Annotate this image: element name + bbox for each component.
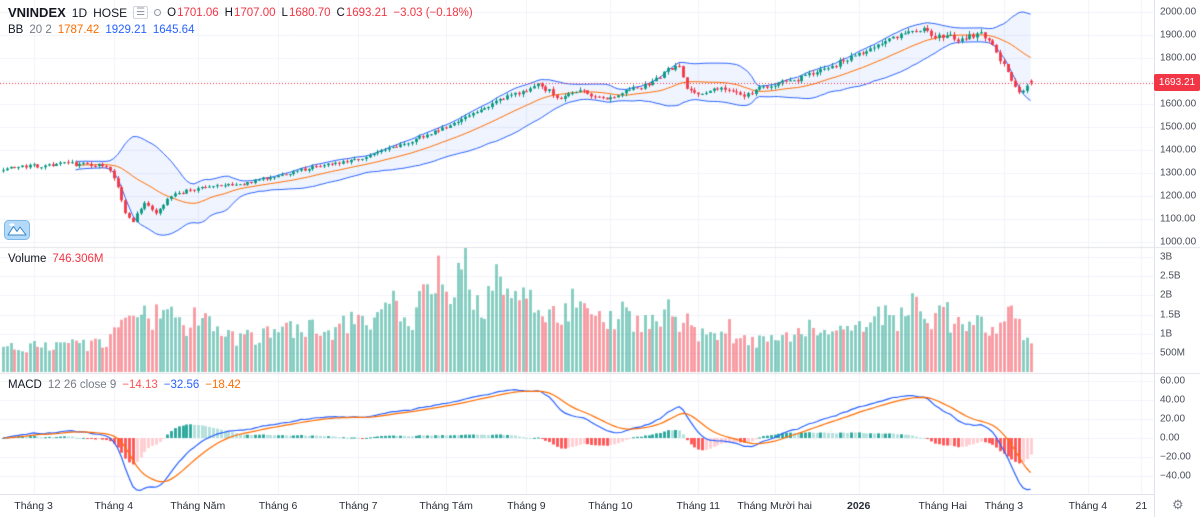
symbol-legend: VNINDEX 1D HOSE ☰ O 1701.06 H 1707.00 L … <box>8 4 473 38</box>
last-price-badge: 1693.21 <box>1154 74 1200 92</box>
volume-indicator-label[interactable]: Volume <box>8 252 47 265</box>
price-axis-label: 1000.00 <box>1160 236 1197 248</box>
macd-line-value: −32.56 <box>163 378 200 391</box>
watermark-logo-icon <box>4 220 30 240</box>
open-value: 1701.06 <box>177 6 219 19</box>
price-axis-label: 1900.00 <box>1160 29 1197 41</box>
chart-canvas[interactable] <box>0 0 1200 494</box>
time-axis-label: Tháng 9 <box>507 500 546 512</box>
time-axis-label: Tháng 3 <box>984 500 1024 512</box>
price-axis-label: 1200.00 <box>1160 190 1197 202</box>
time-axis-label: Tháng 4 <box>94 500 134 512</box>
time-axis-label: Tháng 3 <box>14 500 53 512</box>
open-pair: O 1701.06 <box>167 7 219 19</box>
time-axis-label: Tháng Tám <box>419 500 473 512</box>
price-axis[interactable]: 2000.001900.001800.001700.001600.001500.… <box>1154 0 1200 517</box>
close-value: 1693.21 <box>345 6 388 19</box>
price-axis-label: 1300.00 <box>1160 167 1197 179</box>
macd-hist-value: −14.13 <box>122 378 158 391</box>
low-value: 1680.70 <box>288 6 331 19</box>
price-axis-label: 2000.00 <box>1160 6 1197 18</box>
status-dot-icon <box>154 9 162 16</box>
macd-signal-value: −18.42 <box>205 378 241 391</box>
macd-axis-label: −40.00 <box>1160 470 1191 482</box>
volume-axis-label: 1B <box>1160 328 1173 340</box>
change-value: −3.03 (−0.18%) <box>393 6 473 19</box>
bb-upper-value: 1929.21 <box>105 23 147 36</box>
time-axis-label: Tháng 7 <box>338 500 378 512</box>
time-axis-label: Tháng 10 <box>588 500 633 512</box>
bb-params: 20 2 <box>29 23 52 36</box>
price-axis-label: 1600.00 <box>1160 98 1197 110</box>
volume-axis-label: 2B <box>1160 289 1173 301</box>
high-value: 1707.00 <box>233 6 276 19</box>
time-axis-label: 21 <box>1135 500 1148 512</box>
time-axis[interactable]: Tháng 3 Tháng 4 Tháng Năm Tháng 6 Tháng 7 Thá… <box>0 494 1154 517</box>
bb-indicator-label[interactable]: BB <box>8 23 24 36</box>
low-label: L <box>281 6 288 19</box>
open-label: O <box>167 6 177 19</box>
close-label: C <box>336 6 345 19</box>
macd-axis-label: 40.00 <box>1160 394 1186 406</box>
macd-indicator-label[interactable]: MACD <box>8 378 42 391</box>
close-pair: C 1693.21 <box>337 7 388 19</box>
time-axis-label: Tháng 6 <box>258 500 298 512</box>
bb-legend-row: BB 20 2 1787.42 1929.21 1645.64 <box>8 21 473 38</box>
price-axis-label: 1400.00 <box>1160 144 1197 156</box>
volume-legend: Volume 746.306M <box>8 250 104 267</box>
bb-basis-value: 1787.42 <box>57 23 100 36</box>
symbol-name[interactable]: VNINDEX <box>8 5 66 20</box>
low-pair: L 1680.70 <box>282 7 331 19</box>
bb-lower-value: 1645.64 <box>152 23 195 36</box>
high-label: H <box>224 6 233 19</box>
time-axis-label: 2026 <box>846 500 871 512</box>
time-axis-label: Tháng Hai <box>918 500 967 512</box>
price-axis-label: 1100.00 <box>1160 213 1196 225</box>
macd-params: 12 26 close 9 <box>47 378 117 391</box>
exchange-label[interactable]: HOSE <box>93 5 128 20</box>
time-axis-label: Tháng Mười hai <box>737 500 812 512</box>
volume-axis-label: 1.5B <box>1160 309 1181 320</box>
volume-axis-label: 2.5B <box>1160 270 1181 282</box>
interval-label[interactable]: 1D <box>71 5 88 20</box>
macd-axis-label: −20.00 <box>1160 451 1191 463</box>
volume-value: 746.306M <box>52 252 104 265</box>
time-axis-label: Tháng 4 <box>1068 500 1108 512</box>
macd-legend: MACD 12 26 close 9 −14.13 −32.56 −18.42 <box>8 376 241 393</box>
time-axis-label: Tháng 11 <box>676 500 721 512</box>
time-axis-label: Tháng Năm <box>170 500 226 512</box>
symbol-legend-row: VNINDEX 1D HOSE ☰ O 1701.06 H 1707.00 L … <box>8 4 473 21</box>
price-axis-label: 1500.00 <box>1160 121 1197 133</box>
legend-menu-icon[interactable]: ☰ <box>133 6 149 19</box>
settings-gear-icon[interactable]: ⚙ <box>1172 497 1184 512</box>
macd-axis-label: 0.00 <box>1160 432 1180 444</box>
price-axis-label: 1800.00 <box>1160 52 1197 64</box>
macd-axis-label: 60.00 <box>1160 375 1186 387</box>
volume-axis-label: 500M <box>1160 347 1186 359</box>
volume-axis-label: 3B <box>1160 251 1173 263</box>
macd-axis-label: 20.00 <box>1160 413 1186 425</box>
high-pair: H 1707.00 <box>225 7 276 19</box>
